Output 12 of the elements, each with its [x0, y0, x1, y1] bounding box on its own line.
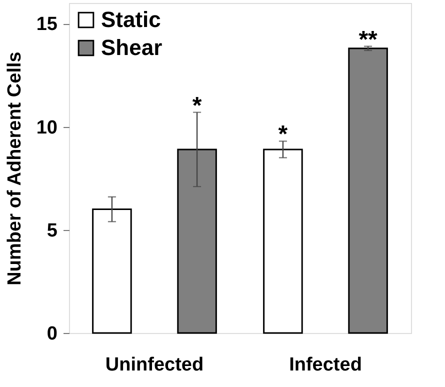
data-label: * [278, 121, 288, 148]
y-tick-label: 5 [46, 220, 58, 242]
data-label: ** [358, 26, 378, 54]
x-tick-label: Infected [289, 354, 362, 376]
y-tick-label: 15 [36, 14, 58, 36]
legend-label: Shear [101, 35, 163, 60]
x-tick-label: Uninfected [105, 354, 204, 376]
data-label: * [192, 92, 202, 120]
y-axis-title: Number of Adherent Cells [4, 52, 26, 286]
y-tick-label: 0 [46, 324, 58, 344]
y-tick-label: 10 [36, 117, 58, 138]
legend-label: Static [101, 7, 161, 32]
